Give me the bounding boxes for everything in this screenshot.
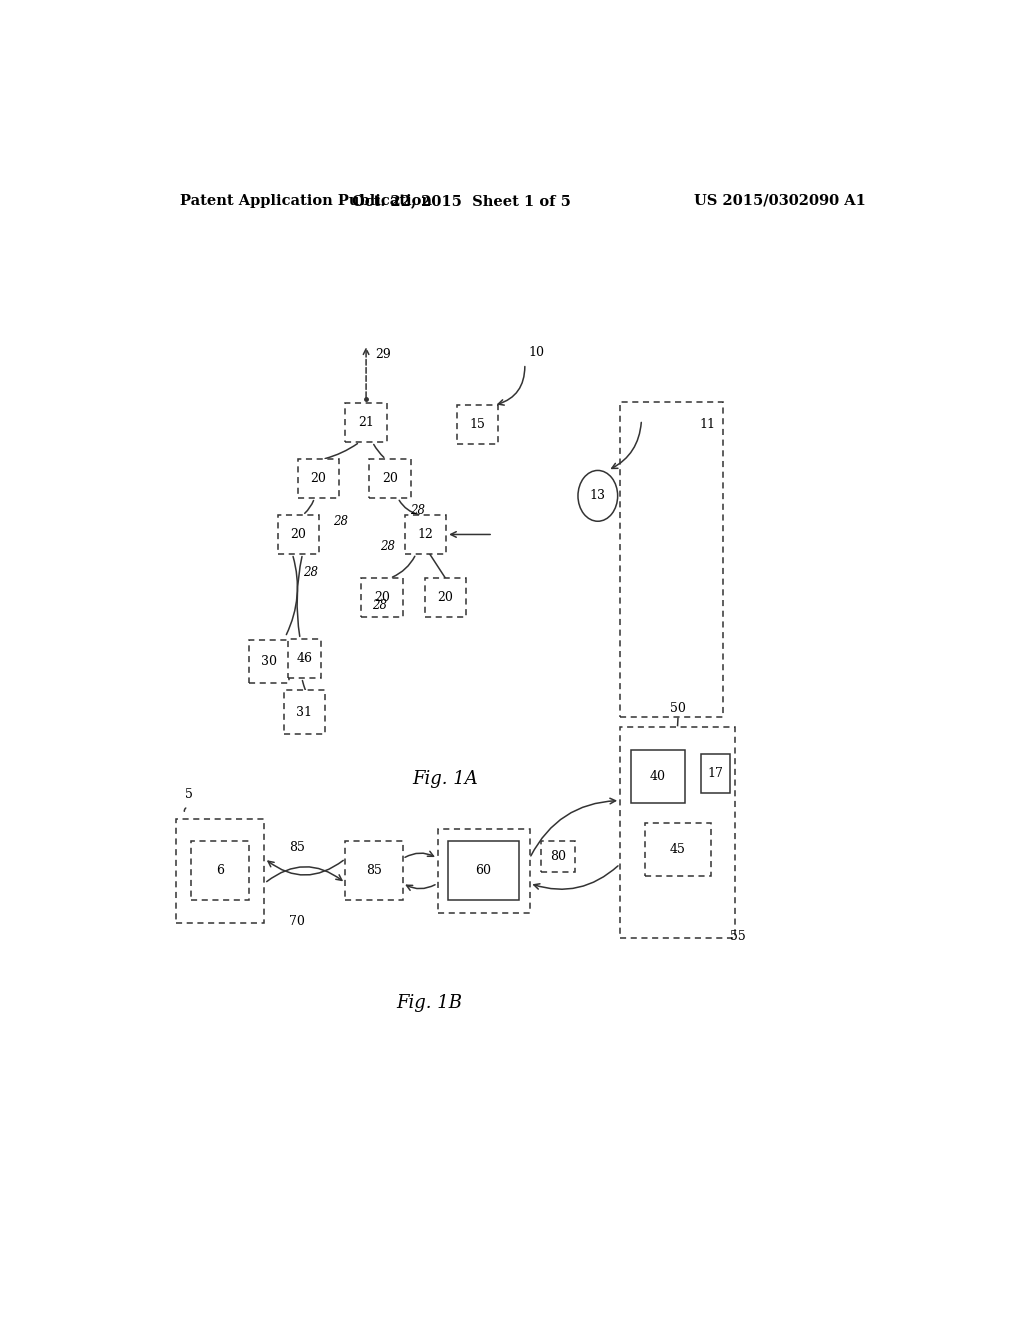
Bar <box>288 639 321 677</box>
FancyArrowPatch shape <box>305 500 313 513</box>
FancyArrowPatch shape <box>399 500 419 515</box>
FancyArrowPatch shape <box>287 557 297 635</box>
Text: 80: 80 <box>550 850 566 863</box>
Bar <box>191 841 249 900</box>
Text: 20: 20 <box>291 528 306 541</box>
Text: 60: 60 <box>475 865 492 878</box>
Text: 31: 31 <box>296 706 312 719</box>
Bar <box>361 578 402 616</box>
Text: 55: 55 <box>729 931 745 942</box>
Text: 46: 46 <box>296 652 312 665</box>
Text: 15: 15 <box>469 418 485 432</box>
Text: 17: 17 <box>708 767 723 780</box>
Bar <box>457 405 498 444</box>
Bar <box>620 726 735 939</box>
Bar <box>542 841 574 873</box>
Bar <box>425 578 466 616</box>
Text: 11: 11 <box>699 417 715 430</box>
FancyArrowPatch shape <box>374 445 384 458</box>
FancyArrowPatch shape <box>302 681 305 690</box>
Text: 28: 28 <box>410 504 425 517</box>
Text: 50: 50 <box>670 702 686 715</box>
Text: 28: 28 <box>373 599 387 611</box>
Bar <box>370 459 411 498</box>
Text: 28: 28 <box>333 515 348 528</box>
Bar <box>631 750 685 803</box>
Bar <box>701 754 729 792</box>
Bar <box>298 459 339 498</box>
Text: 20: 20 <box>382 473 398 484</box>
Bar <box>345 841 402 900</box>
Text: 85: 85 <box>366 865 382 878</box>
Text: 28: 28 <box>380 540 394 553</box>
Text: 20: 20 <box>374 591 390 605</box>
Bar <box>278 515 319 554</box>
Text: 6: 6 <box>216 865 224 878</box>
Text: Oct. 22, 2015  Sheet 1 of 5: Oct. 22, 2015 Sheet 1 of 5 <box>352 194 570 209</box>
Text: Fig. 1B: Fig. 1B <box>396 994 463 1012</box>
Bar <box>645 824 711 876</box>
Text: 28: 28 <box>303 566 317 579</box>
Text: 21: 21 <box>358 416 374 429</box>
Text: 5: 5 <box>185 788 193 801</box>
Text: 29: 29 <box>376 347 391 360</box>
Text: 70: 70 <box>289 915 305 928</box>
Text: 10: 10 <box>528 346 545 359</box>
Bar <box>176 818 264 923</box>
Text: 13: 13 <box>590 490 606 503</box>
Text: 40: 40 <box>650 770 667 783</box>
Bar <box>620 403 723 718</box>
Text: Fig. 1A: Fig. 1A <box>413 771 478 788</box>
Text: 20: 20 <box>310 473 327 484</box>
Text: 12: 12 <box>418 528 433 541</box>
Bar <box>250 640 289 684</box>
Text: Patent Application Publication: Patent Application Publication <box>179 194 431 209</box>
Text: 20: 20 <box>437 591 454 605</box>
FancyArrowPatch shape <box>326 444 357 458</box>
FancyArrowPatch shape <box>392 556 415 577</box>
Bar <box>447 841 519 900</box>
Bar <box>345 404 387 442</box>
Text: 85: 85 <box>289 841 305 854</box>
Bar <box>437 829 529 912</box>
Text: 30: 30 <box>261 655 278 668</box>
Bar <box>284 690 325 734</box>
Circle shape <box>578 470 617 521</box>
FancyArrowPatch shape <box>297 557 302 636</box>
Text: 45: 45 <box>670 843 686 857</box>
Bar <box>404 515 446 554</box>
Text: US 2015/0302090 A1: US 2015/0302090 A1 <box>694 194 866 209</box>
